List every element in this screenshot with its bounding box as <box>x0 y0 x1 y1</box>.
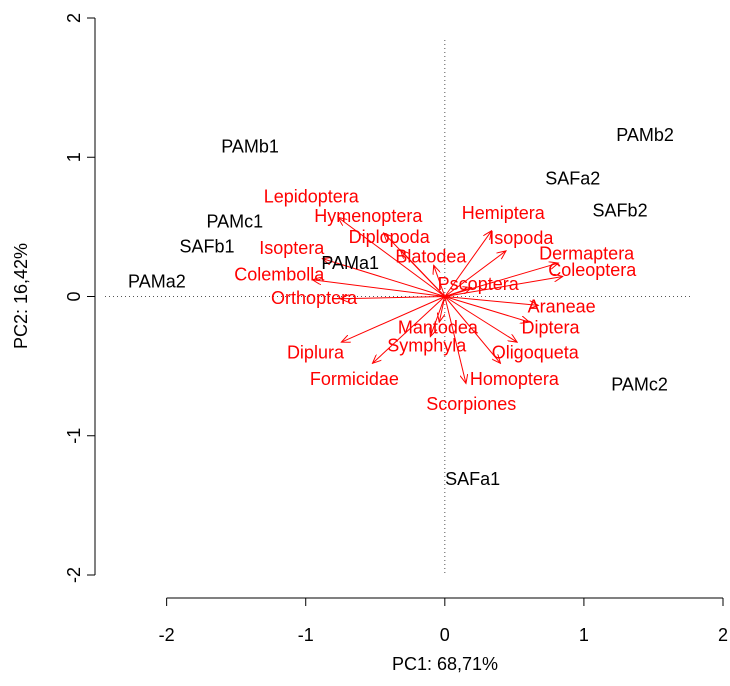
loading-arrow <box>434 265 446 297</box>
variable-label: Formicidae <box>310 369 399 389</box>
variable-label: Homoptera <box>470 369 560 389</box>
variable-label: Blatodea <box>395 246 467 266</box>
loading-arrow <box>340 297 445 299</box>
y-tick-label: 1 <box>64 152 84 162</box>
variable-label: Pscoptera <box>438 274 520 294</box>
variable-label: Diplopoda <box>349 227 431 247</box>
variable-label: Symphyla <box>387 335 467 355</box>
y-tick-label: -2 <box>64 567 84 583</box>
x-tick-label: -2 <box>159 625 175 645</box>
sample-label: PAMc2 <box>611 374 668 394</box>
loading-arrow <box>444 251 506 297</box>
loading-arrow <box>444 296 466 384</box>
sample-label: SAFb1 <box>179 237 234 257</box>
loading-arrow <box>372 296 446 364</box>
loading-arrow <box>439 296 446 323</box>
variable-label: Orthoptera <box>271 288 358 308</box>
variable-label: Mantodea <box>398 317 479 337</box>
loading-arrow <box>444 296 501 364</box>
sample-label: PAMa2 <box>128 271 186 291</box>
sample-label: SAFa1 <box>445 469 500 489</box>
x-tick-label: 2 <box>718 625 728 645</box>
sample-label: PAMb2 <box>616 125 674 145</box>
sample-label: SAFa2 <box>545 168 600 188</box>
variable-label: Diplura <box>287 342 345 362</box>
variable-label: Scorpiones <box>426 394 516 414</box>
loading-arrow <box>312 280 445 297</box>
sample-label: SAFb2 <box>593 200 648 220</box>
variable-label: Hemiptera <box>462 203 546 223</box>
sample-label: PAMa1 <box>321 253 379 273</box>
variable-label: Diptera <box>522 317 581 337</box>
loading-arrow <box>338 217 446 297</box>
loading-arrow <box>322 259 445 297</box>
loading-arrow <box>444 296 517 343</box>
sample-label: PAMc1 <box>206 211 263 231</box>
variable-label: Coleoptera <box>548 260 637 280</box>
variable-label: Colembolla <box>234 264 325 284</box>
y-tick-label: 2 <box>64 13 84 23</box>
sample-label: PAMb1 <box>221 136 279 156</box>
variable-label: Isoptera <box>259 238 325 258</box>
variable-label: Isopoda <box>489 228 554 248</box>
x-axis-label: PC1: 68,71% <box>392 654 498 674</box>
variable-label: Lepidoptera <box>264 186 360 206</box>
loading-arrow <box>430 296 446 337</box>
variable-label: Oligoqueta <box>492 342 580 362</box>
x-tick-label: 0 <box>440 625 450 645</box>
y-tick-label: -1 <box>64 428 84 444</box>
loading-arrow <box>400 250 446 297</box>
y-tick-label: 0 <box>64 291 84 301</box>
variable-label: Araneae <box>528 296 596 316</box>
y-axis-label: PC2: 16,42% <box>11 243 31 349</box>
x-tick-label: -1 <box>298 625 314 645</box>
loading-arrow <box>341 296 446 343</box>
loading-arrow <box>444 296 538 306</box>
loading-arrow <box>444 296 530 323</box>
variable-label: Dermaptera <box>539 243 635 263</box>
x-tick-label: 1 <box>579 625 589 645</box>
loading-arrow <box>444 288 472 297</box>
loading-arrow <box>444 231 492 297</box>
variable-label: Hymenoptera <box>314 206 423 226</box>
